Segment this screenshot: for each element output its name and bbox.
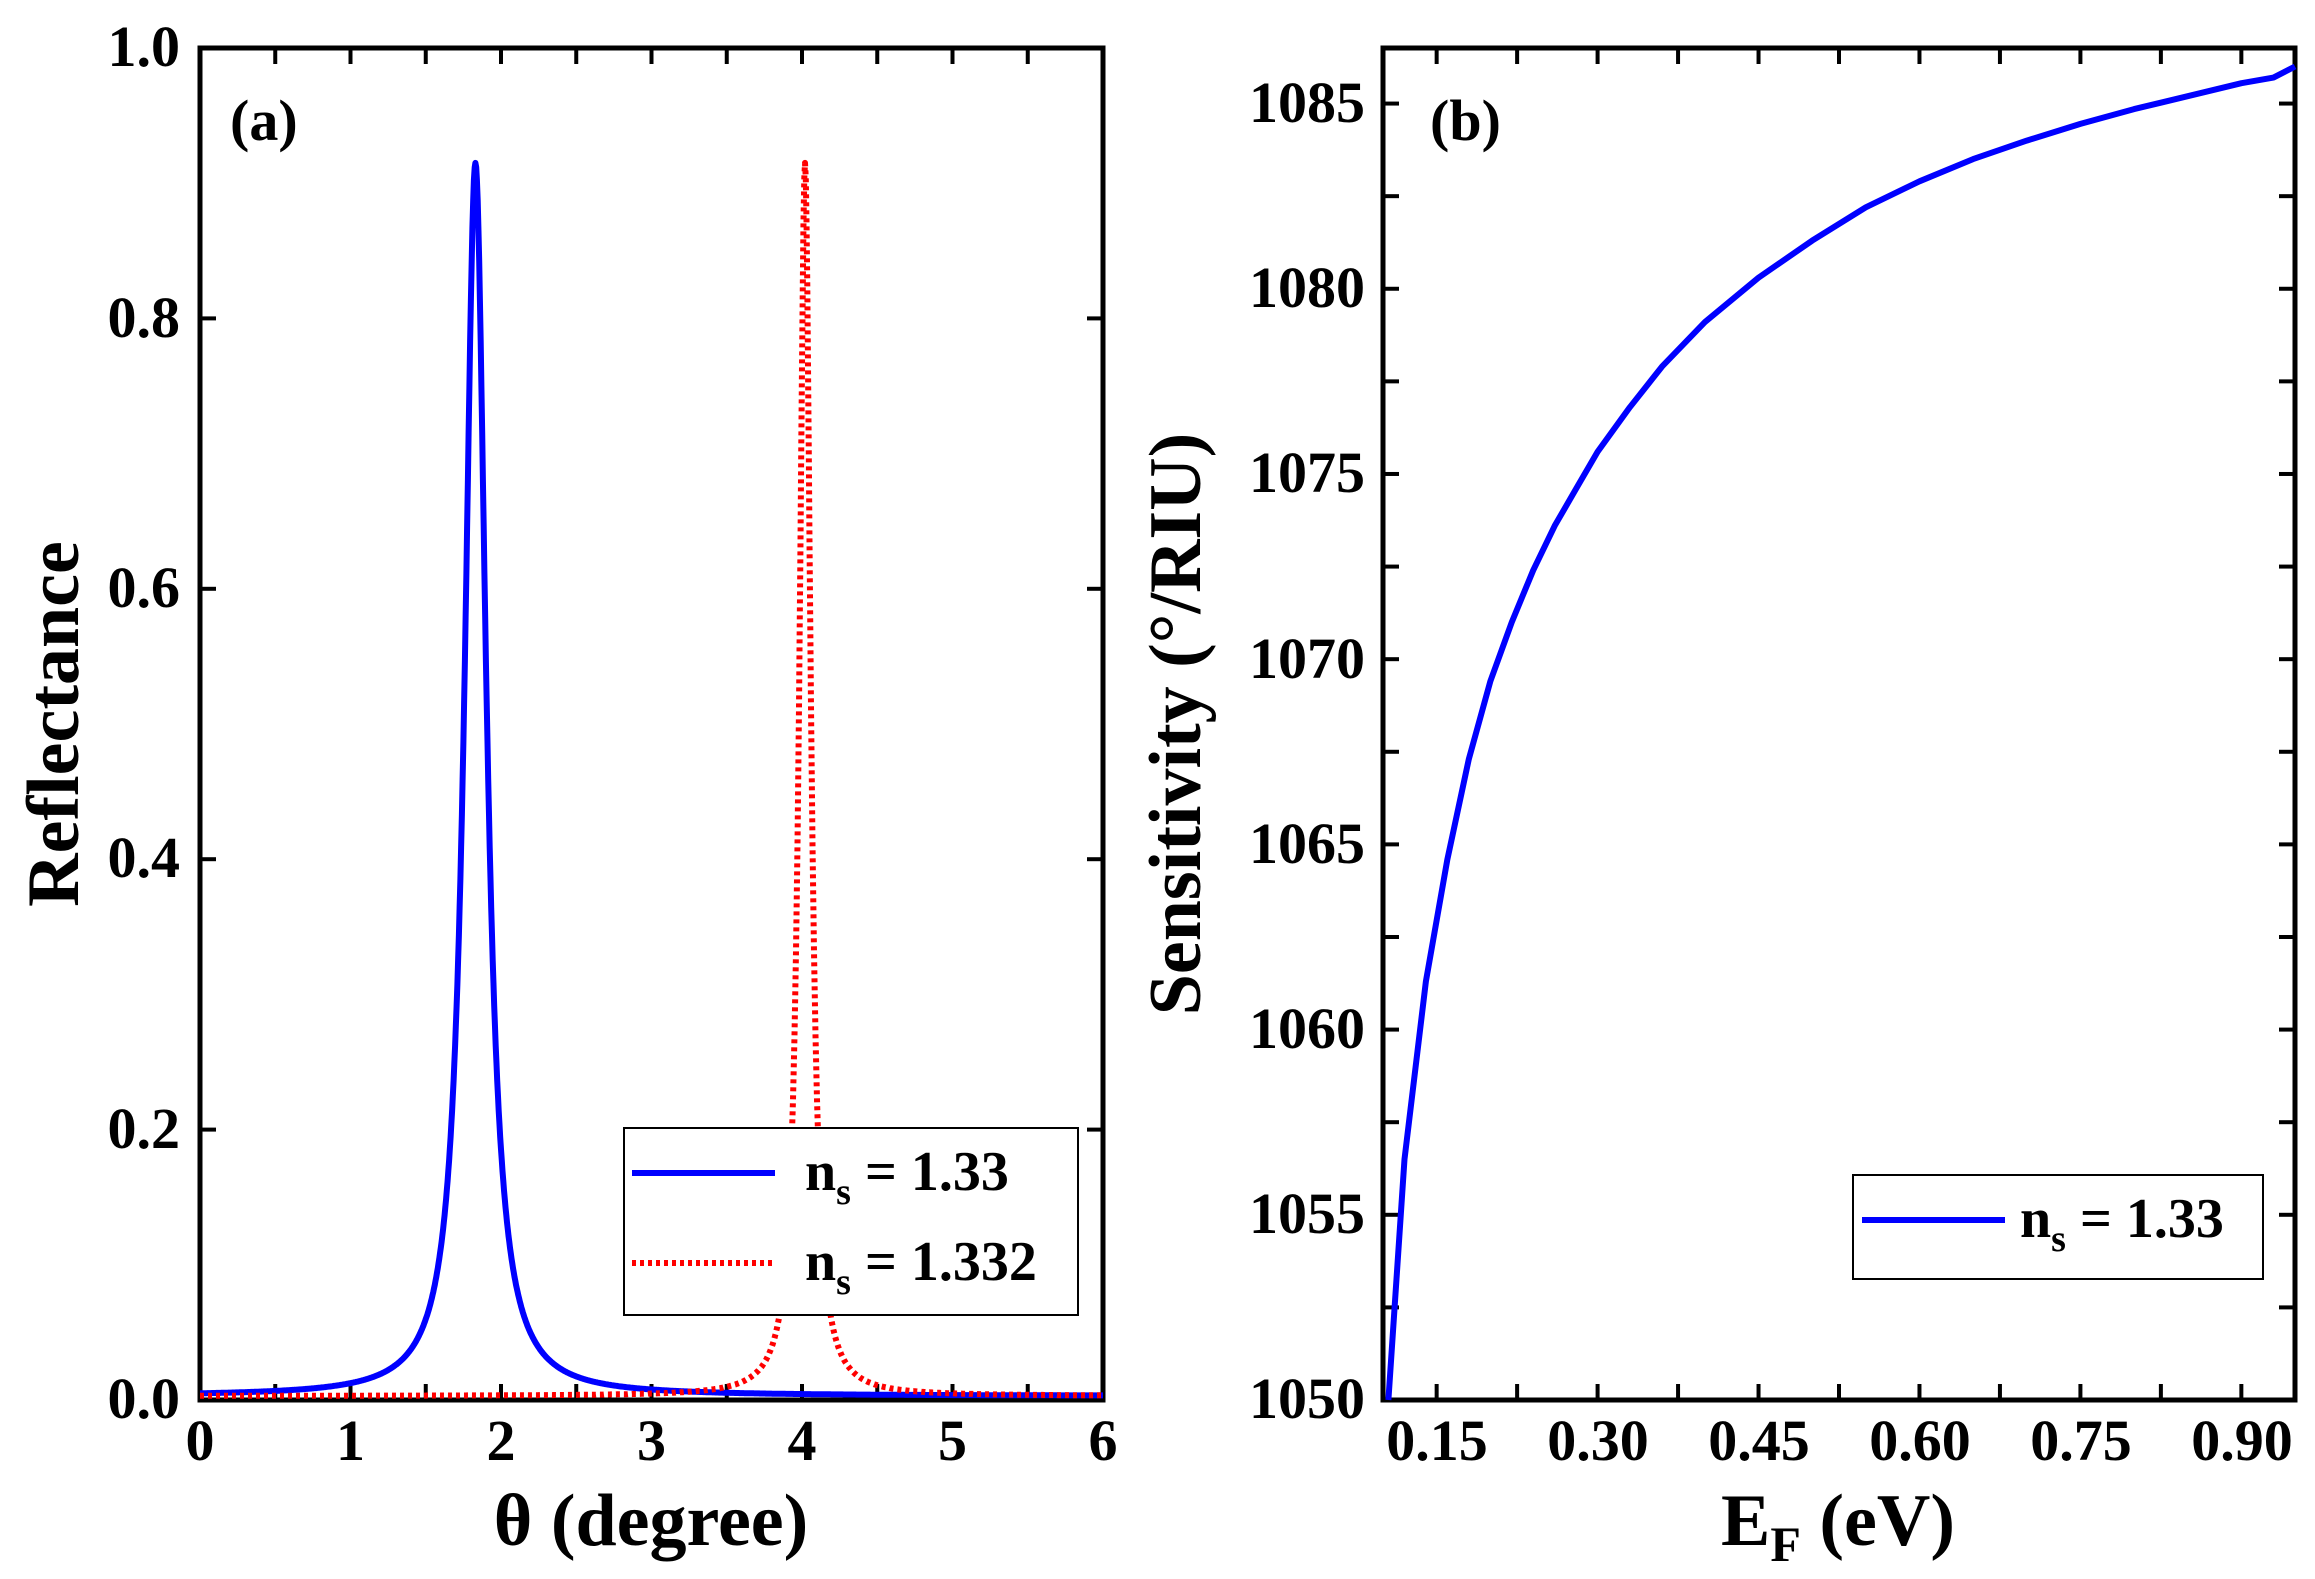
panel-b: (b) 1050 1055 1060 1065 1070 1075 1080 1… bbox=[1135, 45, 2298, 1572]
legend-entry: ns = 1.33 bbox=[805, 1141, 1009, 1213]
panel-b-label: (b) bbox=[1430, 88, 1501, 153]
panel-a: (a) 0.0 0.2 0.4 0.6 0.8 1.0 0 1 2 3 4 5 … bbox=[13, 14, 1118, 1562]
a-xtick-label: 4 bbox=[788, 1408, 817, 1473]
a-x-axis-title: θ (degree) bbox=[494, 1480, 809, 1562]
legend-entry: ns = 1.33 bbox=[2020, 1188, 2224, 1260]
panel-a-curves bbox=[197, 159, 1106, 1399]
b-xtick-label: 0.60 bbox=[1869, 1408, 1971, 1473]
a-xtick-label: 0 bbox=[186, 1408, 215, 1473]
legend-box bbox=[1852, 1174, 2264, 1280]
legend-box bbox=[623, 1127, 1079, 1316]
a-ytick-label: 0.6 bbox=[108, 555, 181, 620]
b-ytick-label: 1075 bbox=[1249, 440, 1365, 505]
b-xtick-label: 0.90 bbox=[2191, 1408, 2293, 1473]
panel-b-legend: ns = 1.33 bbox=[1852, 1174, 2264, 1280]
b-xtick-label: 0.30 bbox=[1547, 1408, 1649, 1473]
b-ytick-label: 1085 bbox=[1249, 70, 1365, 135]
b-ytick-label: 1070 bbox=[1249, 626, 1365, 691]
a-xtick-label: 3 bbox=[637, 1408, 666, 1473]
a-xtick-label: 5 bbox=[938, 1408, 967, 1473]
a-ytick-label: 0.8 bbox=[108, 285, 181, 350]
legend-entry: ns = 1.332 bbox=[805, 1231, 1037, 1303]
a-ytick-label: 1.0 bbox=[108, 14, 181, 79]
b-ytick-label: 1080 bbox=[1249, 255, 1365, 320]
a-xtick-label: 1 bbox=[336, 1408, 365, 1473]
b-xtick-label: 0.15 bbox=[1386, 1408, 1488, 1473]
b-xtick-label: 0.45 bbox=[1708, 1408, 1810, 1473]
a-xtick-label: 6 bbox=[1089, 1408, 1118, 1473]
a-xtick-label: 2 bbox=[487, 1408, 516, 1473]
series-line-1 bbox=[1385, 63, 2297, 1401]
a-ytick-label: 0.0 bbox=[108, 1366, 181, 1431]
b-ytick-label: 1050 bbox=[1249, 1366, 1365, 1431]
b-x-axis-title: EF (eV) bbox=[1721, 1480, 1955, 1572]
a-ytick-label: 0.2 bbox=[108, 1096, 181, 1161]
b-ytick-label: 1060 bbox=[1249, 996, 1365, 1061]
panel-b-ticks bbox=[1383, 48, 2295, 1402]
b-xtick-label: 0.75 bbox=[2030, 1408, 2132, 1473]
series-line-1 bbox=[197, 159, 1106, 1399]
a-y-axis-title: Reflectance bbox=[13, 541, 95, 907]
panel-a-label: (a) bbox=[230, 88, 298, 153]
b-y-axis-title: Sensitivity (°/RIU) bbox=[1135, 433, 1217, 1016]
panel-b-curves bbox=[1385, 63, 2297, 1401]
b-ytick-label: 1055 bbox=[1249, 1181, 1365, 1246]
series-line-2 bbox=[197, 159, 1106, 1399]
panel-a-legend: ns = 1.33 ns = 1.332 bbox=[623, 1127, 1079, 1316]
b-ytick-label: 1065 bbox=[1249, 811, 1365, 876]
a-ytick-label: 0.4 bbox=[108, 825, 181, 890]
